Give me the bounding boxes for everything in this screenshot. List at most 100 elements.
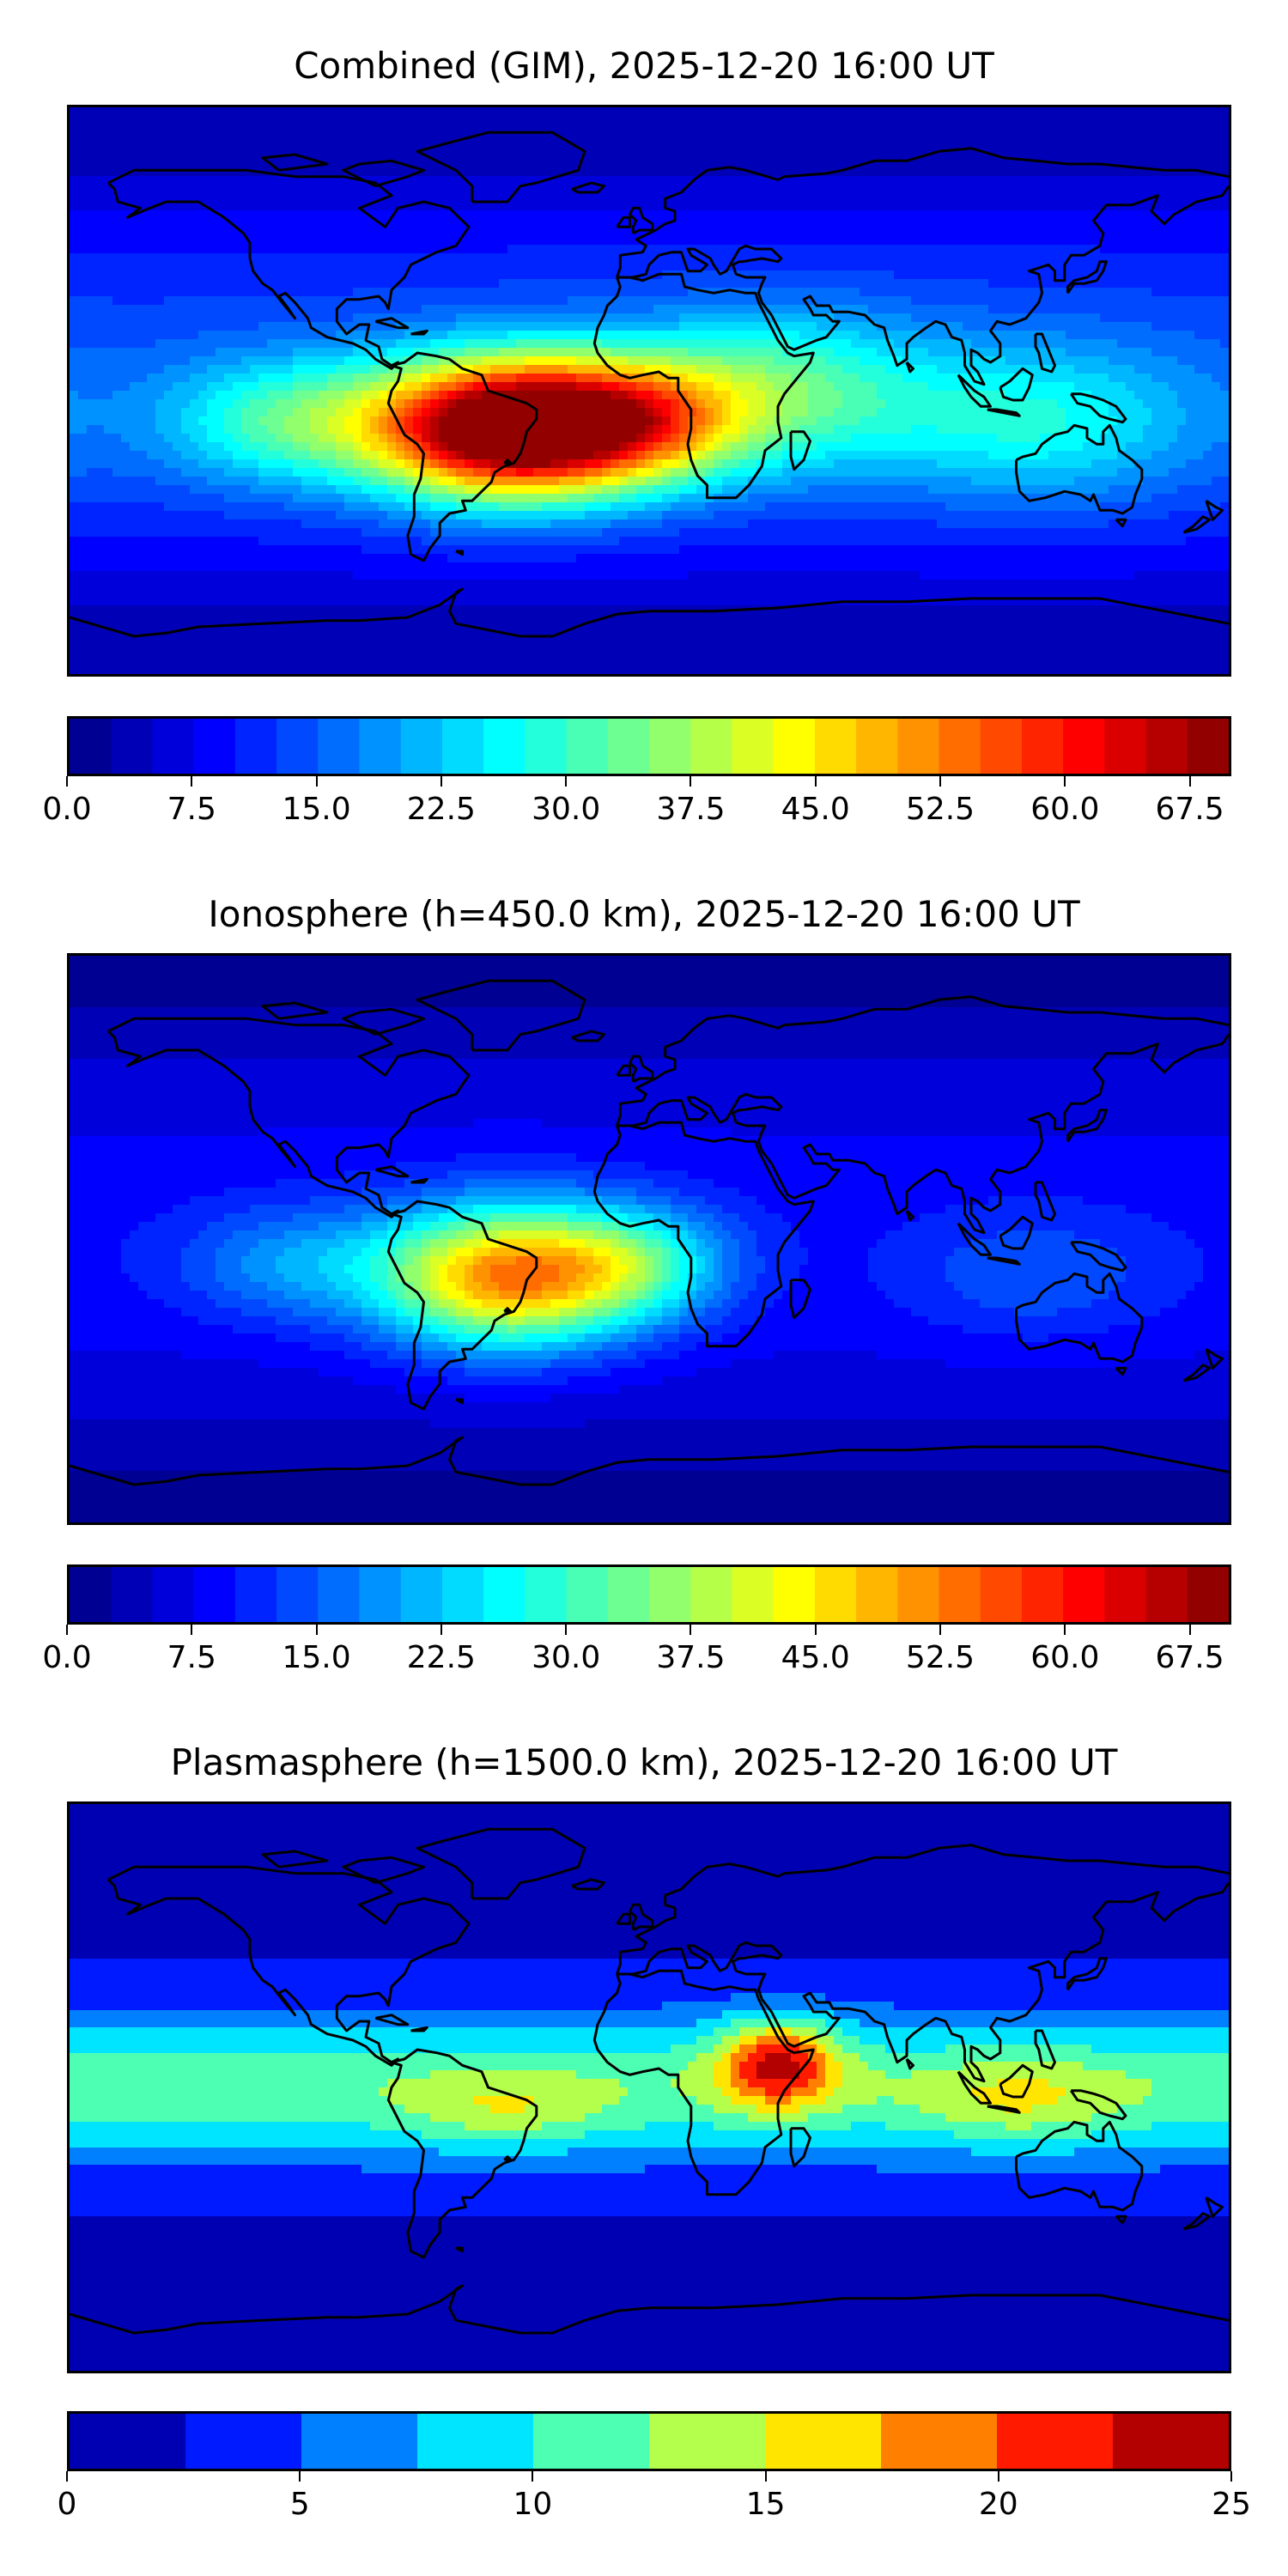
coastline — [592, 1121, 815, 1348]
coastline — [1034, 332, 1056, 374]
coastline — [1115, 2215, 1127, 2225]
colorbar-segment — [566, 1567, 609, 1622]
coastline — [789, 1279, 811, 1320]
colorbar-tick-label: 67.5 — [1155, 792, 1224, 827]
tec-map — [67, 1801, 1231, 2373]
colorbar-svg — [70, 1567, 1229, 1622]
coastline — [503, 459, 513, 465]
coastline — [261, 1001, 329, 1020]
coastline — [629, 1903, 654, 1932]
coastline — [905, 1209, 914, 1222]
colorbar-tick-label: 60.0 — [1030, 792, 1099, 827]
coastline — [592, 1969, 815, 2196]
coastline — [1070, 1241, 1127, 1273]
coastline — [455, 1398, 464, 1405]
colorbar-segment — [318, 719, 361, 774]
colorbar-segment — [533, 2414, 650, 2469]
colorbar-segment — [318, 1567, 361, 1622]
coastline — [1205, 2196, 1224, 2218]
coastline — [616, 1064, 631, 1077]
coastline — [1034, 2029, 1056, 2070]
coastline — [386, 1200, 538, 1411]
colorbar-segment — [897, 1567, 940, 1622]
coastline — [70, 2284, 1229, 2335]
coastline — [342, 159, 425, 188]
tec-map-svg — [70, 956, 1229, 1522]
colorbar-segment — [773, 1567, 816, 1622]
coastline — [106, 1017, 471, 1218]
colorbar-segment — [276, 719, 319, 774]
colorbar-segment — [70, 719, 112, 774]
colorbar-segment — [1063, 719, 1105, 774]
colorbar-segment — [525, 719, 568, 774]
coastline — [410, 1177, 428, 1184]
colorbar-tick-label: 45.0 — [781, 792, 850, 827]
colorbar-segment — [732, 719, 775, 774]
colorbar-segment — [980, 719, 1023, 774]
colorbar-segment — [417, 2414, 534, 2469]
colorbar-segment — [607, 719, 650, 774]
coastline — [1070, 2089, 1127, 2121]
coastline — [416, 131, 586, 204]
coastline — [629, 1054, 654, 1084]
coastline — [987, 2105, 1021, 2114]
colorbar-tick — [66, 1625, 68, 1635]
colorbar-tick-label: 5 — [290, 2487, 310, 2522]
colorbar-segment — [814, 1567, 857, 1622]
colorbar-tick-label: 7.5 — [167, 792, 216, 827]
coastline — [1182, 1364, 1211, 1382]
coastline — [999, 367, 1034, 402]
colorbar-tick-label: 20 — [979, 2487, 1018, 2522]
colorbar-segment — [70, 2414, 186, 2469]
colorbar-segment — [193, 1567, 236, 1622]
colorbar-tick-label: 0.0 — [42, 792, 91, 827]
colorbar-segment — [1145, 719, 1188, 774]
coastline — [374, 317, 410, 330]
colorbar-segment — [441, 1567, 484, 1622]
colorbar-svg — [70, 2414, 1229, 2469]
colorbar-segment — [765, 2414, 882, 2469]
colorbar-ticks: 0.0 7.5 15.0 22.5 30.0 37.5 45.0 52.5 60.0 67.5 — [42, 776, 1231, 827]
colorbar-segment — [400, 719, 443, 774]
coastline — [374, 1165, 410, 1178]
colorbar-segment — [881, 2414, 998, 2469]
panel-title: Ionosphere (h=450.0 km), 2025-12-20 16:0… — [0, 893, 1288, 935]
colorbar-tick — [764, 2471, 767, 2482]
coastline — [70, 587, 1229, 638]
coastline — [987, 1256, 1021, 1266]
colorbar-segment — [649, 2414, 766, 2469]
coastline — [987, 408, 1021, 417]
colorbar-segment — [1104, 719, 1147, 774]
tec-field — [70, 107, 1229, 674]
coastline — [1034, 1181, 1056, 1222]
colorbar-tick — [532, 2471, 534, 2482]
colorbar-segment — [234, 719, 277, 774]
colorbar-tick — [440, 1625, 442, 1635]
colorbar-segment — [185, 2414, 302, 2469]
colorbar-tick-label: 37.5 — [656, 792, 725, 827]
coastline — [592, 272, 815, 500]
colorbar-segment — [359, 1567, 402, 1622]
tec-field — [70, 1804, 1229, 2371]
colorbar-tick-label: 52.5 — [906, 1640, 975, 1675]
coastline — [1070, 392, 1127, 424]
coastline — [416, 1827, 586, 1900]
coastline — [616, 1912, 631, 1925]
colorbar-segment — [1113, 2414, 1229, 2469]
colorbar-segment — [1021, 1567, 1064, 1622]
coastline — [571, 1878, 605, 1891]
colorbar-tick-label: 30.0 — [532, 792, 600, 827]
colorbar-segment — [152, 1567, 195, 1622]
coastline — [616, 1844, 1229, 1975]
colorbar-segment — [301, 2414, 418, 2469]
coastline — [1182, 2212, 1211, 2231]
coastline — [999, 2063, 1034, 2099]
coastline — [999, 1215, 1034, 1250]
colorbar-segment — [856, 719, 898, 774]
colorbar-segment — [483, 719, 526, 774]
coastline — [106, 168, 471, 370]
coastline — [629, 206, 654, 235]
coastline — [410, 2026, 428, 2032]
colorbar-tick-label: 7.5 — [167, 1640, 216, 1675]
colorbar-segment — [566, 719, 609, 774]
